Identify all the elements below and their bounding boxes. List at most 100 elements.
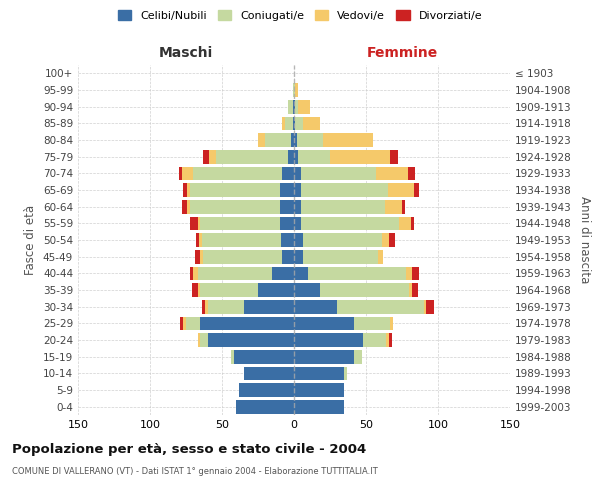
Text: Popolazione per età, sesso e stato civile - 2004: Popolazione per età, sesso e stato civil… [12, 442, 366, 456]
Bar [244, 300, 294, 314]
Bar [294, 266, 308, 280]
Bar [294, 216, 301, 230]
Bar [233, 350, 294, 364]
Bar [409, 283, 412, 297]
Bar [412, 283, 418, 297]
Bar [265, 133, 291, 147]
Bar [202, 300, 205, 314]
Bar [295, 116, 302, 130]
Bar [323, 133, 373, 147]
Bar [294, 200, 301, 213]
Bar [294, 383, 344, 397]
Bar [200, 283, 258, 297]
Bar [298, 100, 310, 114]
Bar [294, 100, 295, 114]
Bar [199, 233, 202, 247]
Bar [244, 366, 294, 380]
Bar [288, 150, 294, 164]
Bar [258, 133, 265, 147]
Bar [406, 266, 412, 280]
Bar [302, 116, 320, 130]
Bar [190, 200, 280, 213]
Bar [294, 400, 344, 413]
Bar [301, 200, 385, 213]
Bar [293, 100, 294, 114]
Bar [180, 316, 183, 330]
Bar [258, 283, 294, 297]
Bar [293, 83, 294, 97]
Bar [295, 83, 298, 97]
Bar [190, 183, 280, 197]
Bar [297, 133, 323, 147]
Bar [402, 200, 405, 213]
Bar [283, 250, 294, 264]
Bar [280, 183, 294, 197]
Bar [302, 250, 377, 264]
Bar [391, 150, 398, 164]
Bar [182, 166, 193, 180]
Bar [200, 250, 203, 264]
Bar [196, 233, 199, 247]
Bar [197, 283, 200, 297]
Bar [209, 150, 216, 164]
Bar [203, 250, 283, 264]
Bar [179, 166, 182, 180]
Bar [190, 216, 197, 230]
Bar [294, 283, 320, 297]
Bar [192, 283, 197, 297]
Bar [200, 216, 280, 230]
Bar [197, 216, 200, 230]
Bar [294, 133, 297, 147]
Bar [337, 300, 424, 314]
Bar [294, 300, 337, 314]
Bar [363, 333, 386, 347]
Bar [294, 333, 363, 347]
Bar [294, 116, 295, 130]
Bar [187, 200, 190, 213]
Bar [208, 333, 294, 347]
Bar [301, 216, 399, 230]
Text: Femmine: Femmine [367, 46, 437, 60]
Bar [389, 233, 395, 247]
Bar [197, 266, 272, 280]
Bar [294, 316, 355, 330]
Bar [330, 150, 391, 164]
Bar [308, 266, 406, 280]
Bar [385, 200, 402, 213]
Bar [291, 133, 294, 147]
Bar [388, 183, 413, 197]
Bar [193, 166, 283, 180]
Bar [280, 216, 294, 230]
Y-axis label: Fasce di età: Fasce di età [25, 205, 37, 275]
Bar [399, 216, 410, 230]
Bar [182, 200, 187, 213]
Bar [205, 300, 208, 314]
Bar [202, 233, 281, 247]
Bar [301, 183, 388, 197]
Bar [186, 316, 200, 330]
Bar [386, 333, 389, 347]
Bar [391, 316, 394, 330]
Bar [183, 316, 186, 330]
Bar [187, 183, 190, 197]
Legend: Celibi/Nubili, Coniugati/e, Vedovi/e, Divorziati/e: Celibi/Nubili, Coniugati/e, Vedovi/e, Di… [113, 6, 487, 25]
Bar [294, 350, 355, 364]
Bar [294, 166, 301, 180]
Bar [190, 266, 193, 280]
Bar [283, 166, 294, 180]
Bar [203, 150, 209, 164]
Text: Maschi: Maschi [159, 46, 213, 60]
Text: COMUNE DI VALLERANO (VT) - Dati ISTAT 1° gennaio 2004 - Elaborazione TUTTITALIA.: COMUNE DI VALLERANO (VT) - Dati ISTAT 1°… [12, 468, 378, 476]
Bar [280, 200, 294, 213]
Bar [376, 166, 408, 180]
Bar [294, 250, 302, 264]
Bar [286, 116, 293, 130]
Bar [236, 400, 294, 413]
Bar [302, 233, 382, 247]
Bar [294, 366, 344, 380]
Bar [408, 166, 415, 180]
Bar [355, 316, 391, 330]
Bar [230, 350, 233, 364]
Bar [412, 266, 419, 280]
Bar [294, 83, 295, 97]
